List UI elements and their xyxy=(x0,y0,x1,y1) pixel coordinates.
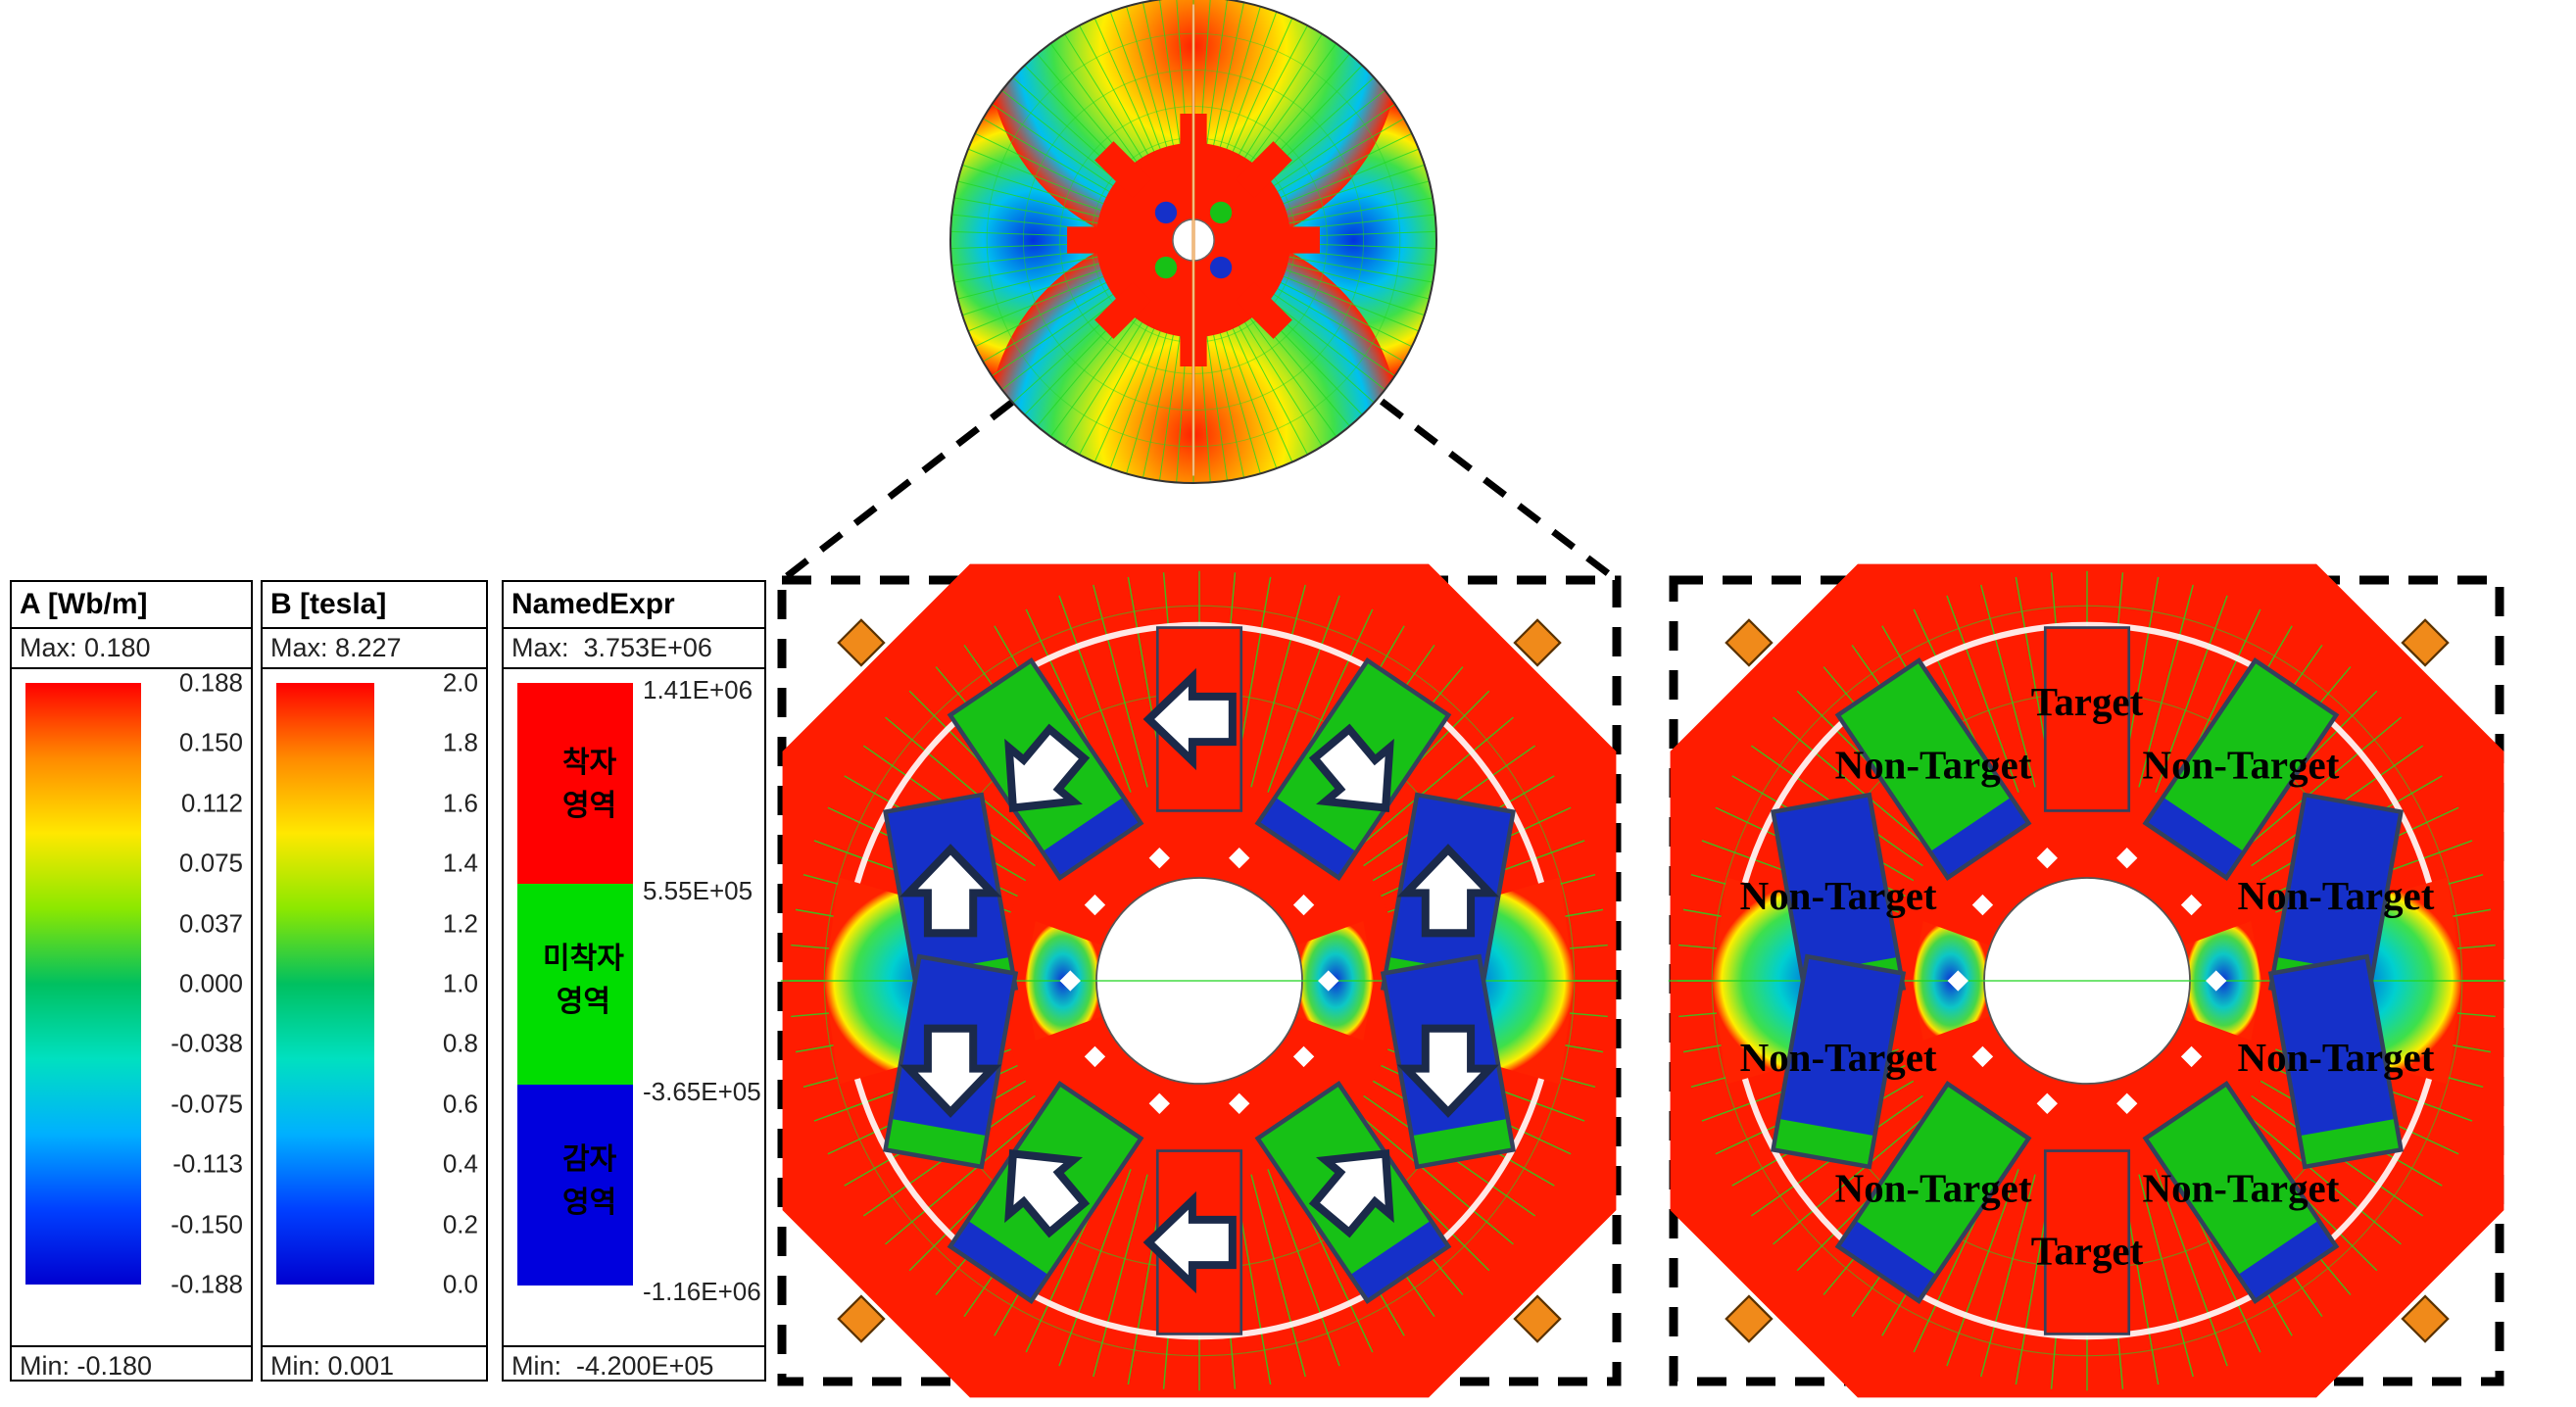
svg-text:Non-Target: Non-Target xyxy=(1740,1036,1937,1080)
svg-text:Non-Target: Non-Target xyxy=(2143,1166,2340,1210)
svg-text:Non-Target: Non-Target xyxy=(2238,1036,2435,1080)
svg-text:Non-Target: Non-Target xyxy=(2143,743,2340,787)
svg-text:Target: Target xyxy=(2031,680,2144,724)
svg-text:Non-Target: Non-Target xyxy=(2238,874,2435,918)
svg-text:Non-Target: Non-Target xyxy=(1740,874,1937,918)
svg-text:Non-Target: Non-Target xyxy=(1835,743,2032,787)
svg-text:Non-Target: Non-Target xyxy=(1835,1166,2032,1210)
svg-text:Target: Target xyxy=(2031,1230,2144,1274)
